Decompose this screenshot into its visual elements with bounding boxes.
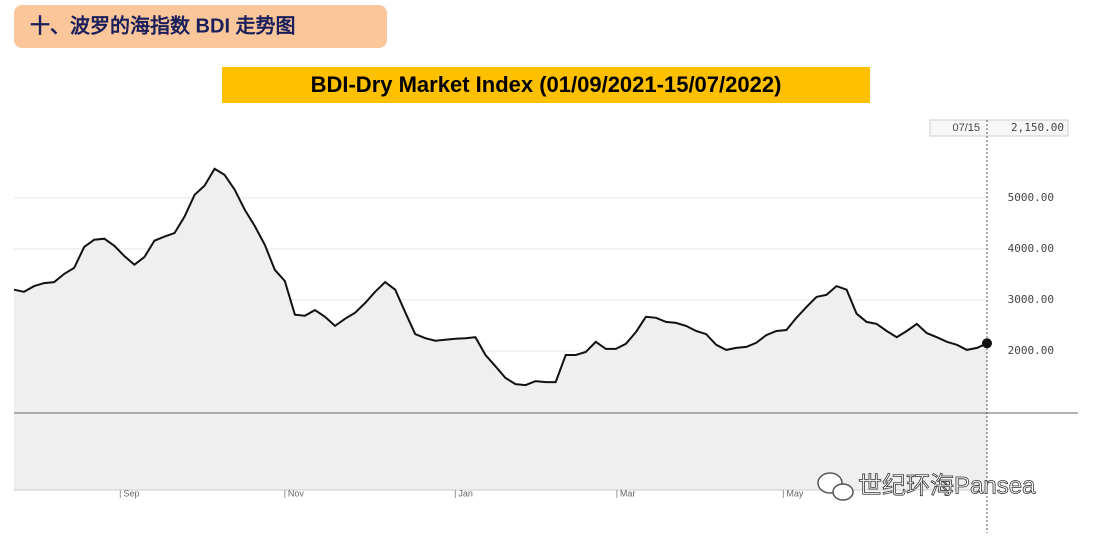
plot: 2000.00 3000.00 4000.00 5000.00 — [13, 130, 1054, 491]
watermark: 世纪环海Pansea — [858, 472, 1036, 499]
crosshair-value: 2,150.00 — [1011, 121, 1064, 134]
crosshair-box — [929, 119, 1069, 137]
line — [13, 167, 988, 387]
x-tick-label: May — [786, 488, 804, 498]
y-tick-label: 5000.00 — [1008, 191, 1054, 204]
chart-title: BDI-Dry Market Index (01/09/2021-15/07/2… — [311, 72, 782, 97]
y-tick-label: 3000.00 — [1008, 293, 1054, 306]
crosshair-date: 07/15 — [952, 122, 980, 134]
y-tick-label: 2000.00 — [1008, 344, 1054, 357]
x-tick-label: Jan — [458, 488, 473, 498]
crosshair-dot — [982, 338, 992, 349]
x-tick-label: Sep — [123, 488, 139, 498]
title-box — [14, 5, 387, 48]
watermark-icon — [817, 472, 854, 501]
y-tick-label: 4000.00 — [1008, 242, 1054, 255]
x-tick-label: Mar — [620, 488, 636, 498]
x-tick-label: Nov — [288, 488, 305, 498]
chart-title-box — [222, 67, 870, 103]
area — [14, 168, 987, 491]
slide-title: 十、波罗的海指数 BDI 走势图 — [30, 13, 296, 37]
